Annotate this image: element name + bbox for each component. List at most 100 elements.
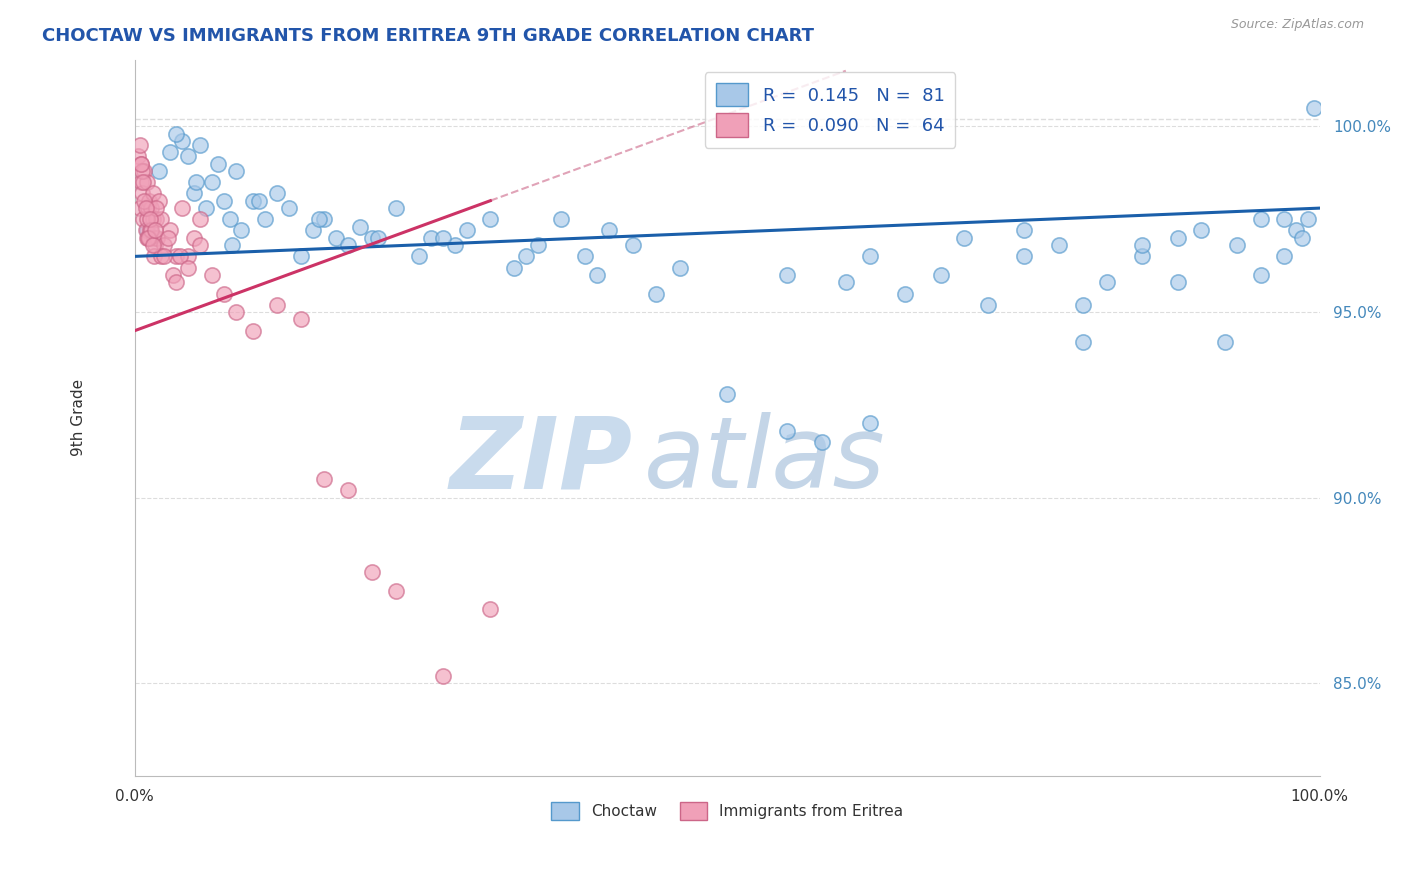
Point [177,149,200,163]
Point [135,223,157,237]
Point [212,194,235,208]
Point [131,186,153,201]
Point [314,472,336,486]
Point [1167,231,1189,245]
Point [716,386,738,401]
Point [172,201,194,215]
Point [129,156,152,170]
Point [247,194,270,208]
Point [645,286,668,301]
Point [277,201,299,215]
Y-axis label: 9th Grade: 9th Grade [72,379,86,457]
Point [1047,238,1070,252]
Point [858,249,880,263]
Point [1071,298,1094,312]
Point [145,212,167,227]
Point [177,260,200,275]
Point [225,164,247,178]
Point [775,424,797,438]
Point [157,231,180,245]
Point [360,565,382,579]
Point [143,223,166,237]
Point [1296,212,1319,227]
Point [139,223,162,237]
Point [141,223,163,237]
Point [811,435,834,450]
Point [858,417,880,431]
Point [149,249,172,263]
Point [1095,276,1118,290]
Text: Source: ZipAtlas.com: Source: ZipAtlas.com [1230,18,1364,31]
Point [201,175,224,189]
Point [1285,223,1308,237]
Point [231,223,253,237]
Point [138,231,160,245]
Point [148,164,170,178]
Point [165,127,187,141]
Point [148,194,170,208]
Point [242,194,264,208]
Point [621,238,644,252]
Point [254,212,277,227]
Point [266,186,288,201]
Point [1012,223,1035,237]
Point [1291,231,1313,245]
Point [221,238,243,252]
Point [159,223,181,237]
Point [242,324,264,338]
Point [479,212,502,227]
Point [953,231,976,245]
Point [408,249,430,263]
Point [146,231,169,245]
Point [367,231,389,245]
Point [138,194,160,208]
Point [669,260,692,275]
Point [142,249,165,263]
Point [1167,276,1189,290]
Text: atlas: atlas [644,412,886,509]
Point [301,223,323,237]
Point [128,201,150,215]
Point [129,175,152,189]
Point [218,212,240,227]
Point [142,212,165,227]
Point [1213,334,1236,349]
Point [290,312,312,326]
Point [142,186,165,201]
Point [136,231,159,245]
Point [290,249,312,263]
Point [977,298,1000,312]
Point [207,156,229,170]
Point [165,276,187,290]
Point [894,286,917,301]
Point [443,238,465,252]
Point [141,201,163,215]
Point [134,164,156,178]
Point [266,298,288,312]
Point [1012,249,1035,263]
Point [360,231,382,245]
Point [183,231,205,245]
Point [162,268,184,282]
Point [134,194,156,208]
Point [225,305,247,319]
Point [337,238,360,252]
Point [314,212,336,227]
Point [349,219,371,234]
Point [1250,212,1272,227]
Point [131,164,153,178]
Point [550,212,572,227]
Point [503,260,526,275]
Point [1130,238,1153,252]
Point [456,223,478,237]
Point [177,249,200,263]
Point [169,249,191,263]
Point [165,249,187,263]
Point [183,186,205,201]
Point [129,156,152,170]
Point [835,276,858,290]
Point [337,483,360,498]
Point [598,223,620,237]
Point [1302,101,1324,115]
Text: CHOCTAW VS IMMIGRANTS FROM ERITREA 9TH GRADE CORRELATION CHART: CHOCTAW VS IMMIGRANTS FROM ERITREA 9TH G… [42,27,814,45]
